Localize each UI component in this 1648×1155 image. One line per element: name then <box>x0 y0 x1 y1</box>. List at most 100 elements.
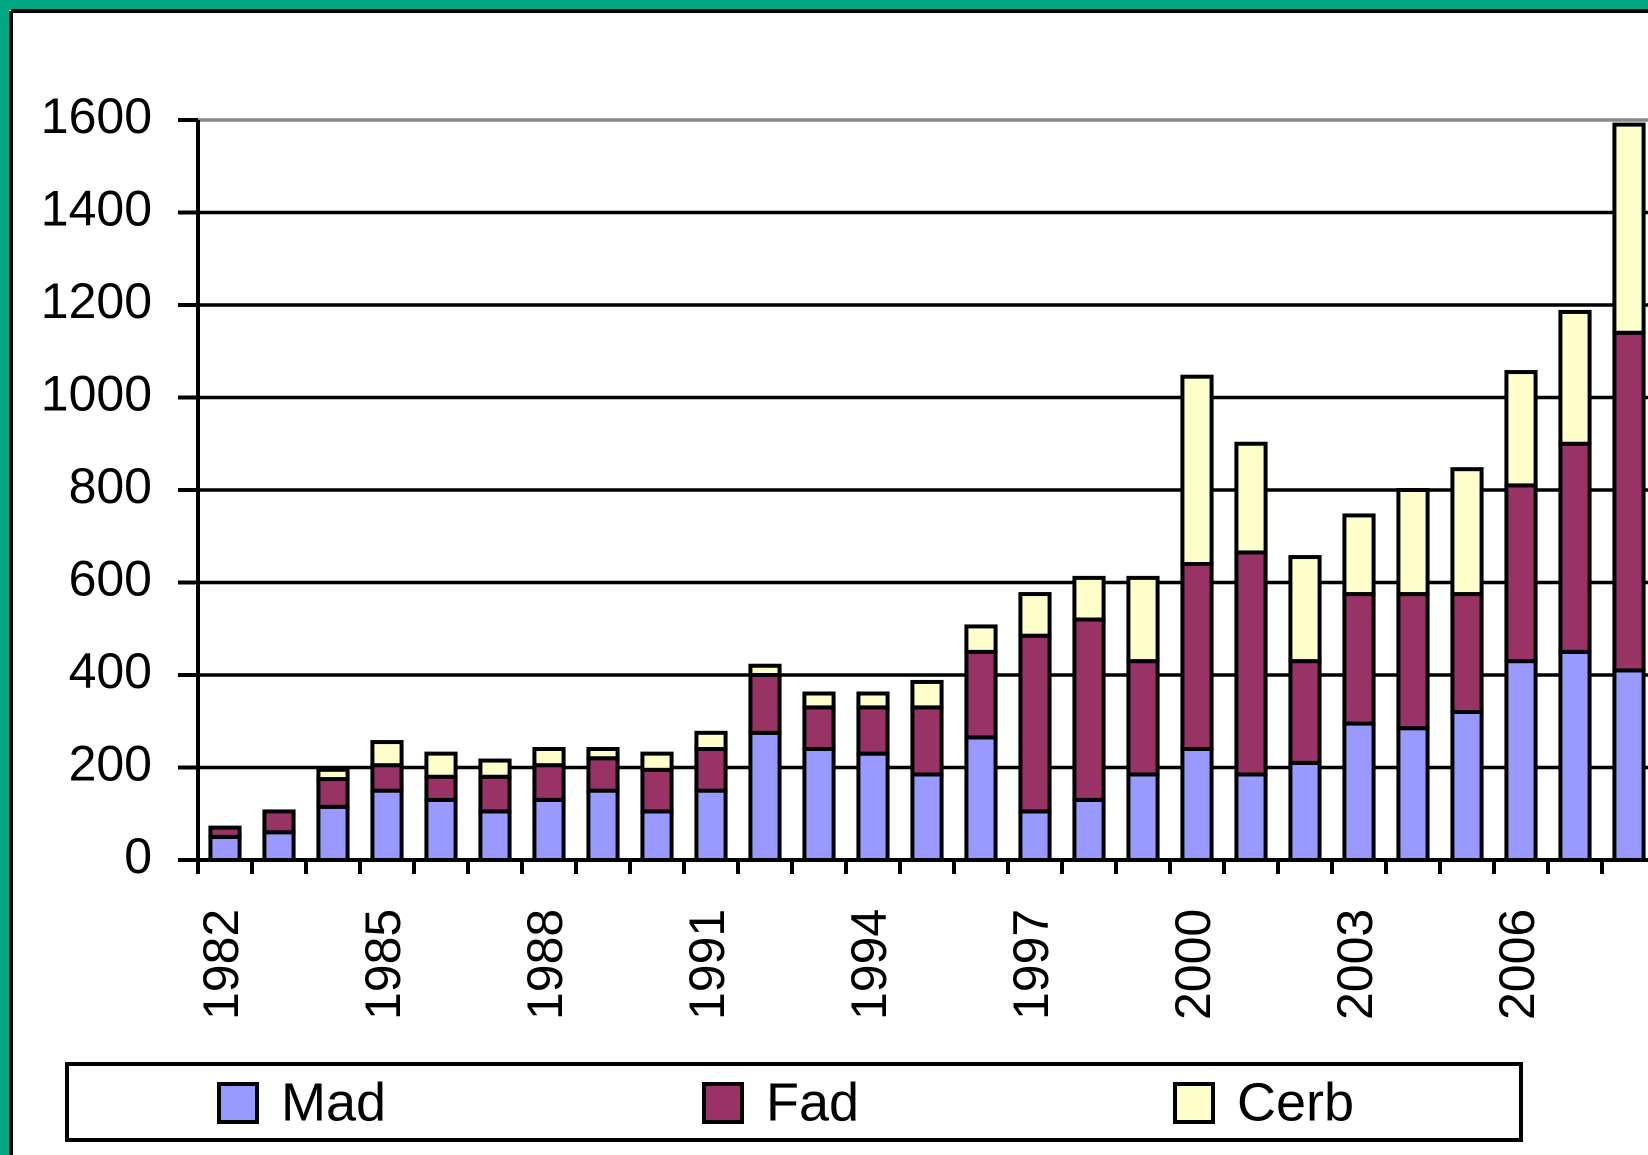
bar-segment <box>586 788 620 862</box>
bar-segment <box>1612 668 1646 862</box>
bar-segment <box>1342 513 1376 597</box>
bar-segment <box>478 809 512 862</box>
bar-segment <box>694 730 728 751</box>
legend <box>65 1062 1523 1142</box>
y-tick-label: 1000 <box>41 366 152 422</box>
bar-segment <box>694 788 728 862</box>
bar-segment <box>478 774 512 814</box>
bar-segment <box>1396 488 1430 597</box>
bar-segment <box>640 751 674 772</box>
bar-segment <box>424 797 458 862</box>
bar-segment <box>424 774 458 802</box>
bar-segment <box>208 834 242 862</box>
bar-segment <box>1072 797 1106 862</box>
bar-segment <box>1126 575 1160 664</box>
bar-segment <box>316 767 350 782</box>
bar-segment <box>802 691 836 710</box>
bar-segment <box>316 804 350 862</box>
y-tick-label: 1400 <box>41 181 152 237</box>
bar-segment <box>1018 809 1052 862</box>
bar-segment <box>1342 721 1376 862</box>
bar-segment <box>586 747 620 761</box>
bar-segment <box>1180 374 1214 566</box>
frame-left <box>0 0 9 1155</box>
bar-segment <box>1612 330 1646 673</box>
bar-segment <box>1288 555 1322 664</box>
bar-segment <box>802 747 836 862</box>
y-tick-label: 600 <box>69 551 152 607</box>
legend-label: Fad <box>766 1072 859 1132</box>
legend-swatch <box>217 1082 259 1124</box>
bar-segment <box>1450 467 1484 597</box>
y-tick-label: 1600 <box>41 88 152 144</box>
bar-segment <box>1180 747 1214 862</box>
bar-segment <box>802 705 836 751</box>
bar-segment <box>1396 726 1430 862</box>
bar-segment <box>478 758 512 779</box>
bar-segment <box>748 730 782 862</box>
bar-segment <box>964 649 998 740</box>
bar-segment <box>370 763 404 793</box>
y-tick-label: 0 <box>124 828 152 884</box>
bar-segment <box>640 809 674 862</box>
bar-segment <box>532 747 566 768</box>
bar-segment <box>262 830 296 862</box>
bar-segment <box>1126 772 1160 862</box>
bar-segment <box>910 705 944 777</box>
bar-segment <box>208 825 242 839</box>
bar-segment <box>694 747 728 793</box>
bar-segment <box>586 756 620 793</box>
bar-segment <box>370 788 404 862</box>
bar-segment <box>964 624 998 654</box>
bar-segment <box>1504 483 1538 664</box>
bar-segment <box>1558 649 1592 862</box>
bar-segment <box>532 797 566 862</box>
bar-segment <box>1234 550 1268 777</box>
y-tick-label: 1200 <box>41 273 152 329</box>
bar-segment <box>1558 309 1592 446</box>
bar-segment <box>1612 122 1646 335</box>
bar-segment <box>1450 710 1484 862</box>
y-tick-label: 400 <box>69 643 152 699</box>
legend-swatch <box>702 1082 744 1124</box>
bar-segment <box>532 763 566 802</box>
bar-segment <box>856 751 890 862</box>
legend-swatch <box>1173 1082 1215 1124</box>
bar-segment <box>316 777 350 809</box>
bar-segment <box>1234 441 1268 555</box>
bar-segment <box>1180 562 1214 751</box>
bar-segment <box>1126 659 1160 777</box>
x-tick-label: 1982 <box>193 909 249 1020</box>
bar-segment <box>370 740 404 768</box>
bar-segment <box>1018 592 1052 638</box>
x-tick-label: 2000 <box>1165 909 1221 1020</box>
bar-segment <box>1396 592 1430 731</box>
bar-segment <box>910 772 944 862</box>
bar-segment <box>1234 772 1268 862</box>
bar-segment <box>910 679 944 710</box>
bar-segment <box>1072 617 1106 802</box>
bar-segment <box>856 691 890 710</box>
x-tick-label: 2003 <box>1327 909 1383 1020</box>
x-tick-label: 1994 <box>841 909 897 1020</box>
bar-segment <box>1342 592 1376 726</box>
bar-segment <box>1288 760 1322 862</box>
bar-segment <box>1450 592 1484 714</box>
x-tick-label: 1988 <box>517 909 573 1020</box>
x-tick-label: 1985 <box>355 909 411 1020</box>
frame-top <box>0 0 1648 10</box>
bar-segment <box>1558 441 1592 654</box>
legend-label: Cerb <box>1237 1072 1354 1132</box>
legend-label: Mad <box>281 1072 386 1132</box>
bar-segment <box>1072 575 1106 622</box>
bar-segment <box>964 735 998 862</box>
bar-segment <box>1288 659 1322 765</box>
y-tick-label: 800 <box>69 458 152 514</box>
x-tick-label: 1991 <box>679 909 735 1020</box>
x-tick-label: 1997 <box>1003 909 1059 1020</box>
bar-segment <box>262 809 296 835</box>
bar-segment <box>1504 659 1538 862</box>
x-tick-label: 2006 <box>1489 909 1545 1020</box>
y-tick-label: 200 <box>69 736 152 792</box>
